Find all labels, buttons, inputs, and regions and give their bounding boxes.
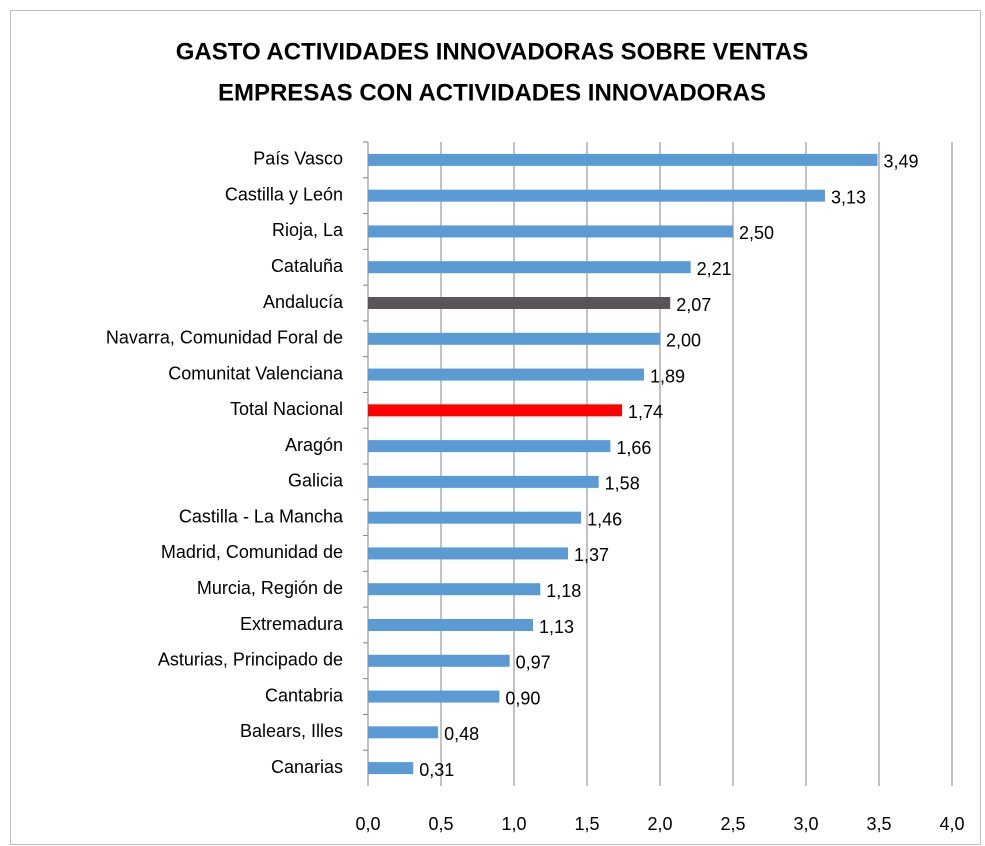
data-label: 1,37 bbox=[574, 545, 609, 565]
bar bbox=[368, 547, 569, 560]
data-label: 1,66 bbox=[616, 438, 651, 458]
y-tick-label: Cantabria bbox=[265, 685, 344, 705]
bar bbox=[368, 475, 599, 488]
bar bbox=[368, 654, 510, 667]
data-label: 1,18 bbox=[546, 581, 581, 601]
bar bbox=[368, 690, 500, 703]
bar bbox=[368, 368, 644, 381]
x-tick-label: 0,0 bbox=[355, 814, 380, 834]
y-tick-label: Canarias bbox=[271, 757, 343, 777]
chart-title: GASTO ACTIVIDADES INNOVADORAS SOBRE VENT… bbox=[176, 38, 809, 65]
data-label: 3,13 bbox=[831, 187, 866, 207]
bar bbox=[368, 225, 733, 238]
y-tick-label: Galicia bbox=[288, 471, 344, 491]
bar bbox=[368, 583, 541, 596]
y-tick-label: Navarra, Comunidad Foral de bbox=[106, 328, 343, 348]
x-tick-label: 1,5 bbox=[574, 814, 599, 834]
y-tick-label: Rioja, La bbox=[272, 220, 344, 240]
data-label: 1,46 bbox=[587, 509, 622, 529]
y-tick-label: Cataluña bbox=[271, 256, 344, 276]
data-label: 0,48 bbox=[444, 724, 479, 744]
y-tick-label: Asturias, Principado de bbox=[158, 650, 343, 670]
x-tick-label: 2,5 bbox=[720, 814, 745, 834]
x-tick-label: 4,0 bbox=[939, 814, 964, 834]
data-label: 0,31 bbox=[419, 760, 454, 780]
bar bbox=[368, 332, 660, 345]
chart-title: EMPRESAS CON ACTIVIDADES INNOVADORAS bbox=[218, 79, 766, 106]
bar bbox=[368, 404, 623, 417]
y-tick-label: Castilla - La Mancha bbox=[179, 506, 344, 526]
chart-border bbox=[10, 10, 981, 845]
data-label: 3,49 bbox=[884, 152, 919, 172]
bar bbox=[368, 297, 671, 309]
x-tick-label: 1,0 bbox=[501, 814, 526, 834]
y-tick-label: Balears, Illes bbox=[240, 721, 343, 741]
data-label: 2,07 bbox=[676, 295, 711, 315]
bar bbox=[368, 440, 611, 453]
x-tick-label: 3,5 bbox=[866, 814, 891, 834]
bar bbox=[368, 261, 691, 274]
bar bbox=[368, 619, 533, 631]
y-tick-label: Castilla y León bbox=[225, 184, 343, 204]
bar bbox=[368, 762, 414, 775]
data-label: 0,90 bbox=[505, 688, 540, 708]
y-tick-label: Madrid, Comunidad de bbox=[161, 542, 343, 562]
bar bbox=[368, 511, 582, 524]
x-tick-label: 2,0 bbox=[647, 814, 672, 834]
bar bbox=[368, 726, 439, 739]
y-tick-label: País Vasco bbox=[253, 149, 343, 169]
y-tick-label: Andalucía bbox=[263, 292, 344, 312]
x-tick-label: 0,5 bbox=[428, 814, 453, 834]
y-tick-label: Murcia, Región de bbox=[197, 578, 343, 598]
data-label: 2,21 bbox=[697, 259, 732, 279]
y-tick-label: Total Nacional bbox=[230, 399, 343, 419]
data-label: 0,97 bbox=[516, 653, 551, 673]
data-label: 1,89 bbox=[650, 366, 685, 386]
y-tick-label: Aragón bbox=[285, 435, 343, 455]
data-label: 2,00 bbox=[666, 331, 701, 351]
data-label: 2,50 bbox=[739, 223, 774, 243]
bar bbox=[368, 153, 878, 166]
data-label: 1,74 bbox=[628, 402, 663, 422]
data-label: 1,58 bbox=[605, 474, 640, 494]
data-label: 1,13 bbox=[539, 617, 574, 637]
x-tick-label: 3,0 bbox=[793, 814, 818, 834]
y-tick-label: Comunitat Valenciana bbox=[168, 363, 344, 383]
bar bbox=[368, 189, 825, 202]
y-tick-label: Extremadura bbox=[240, 614, 344, 634]
